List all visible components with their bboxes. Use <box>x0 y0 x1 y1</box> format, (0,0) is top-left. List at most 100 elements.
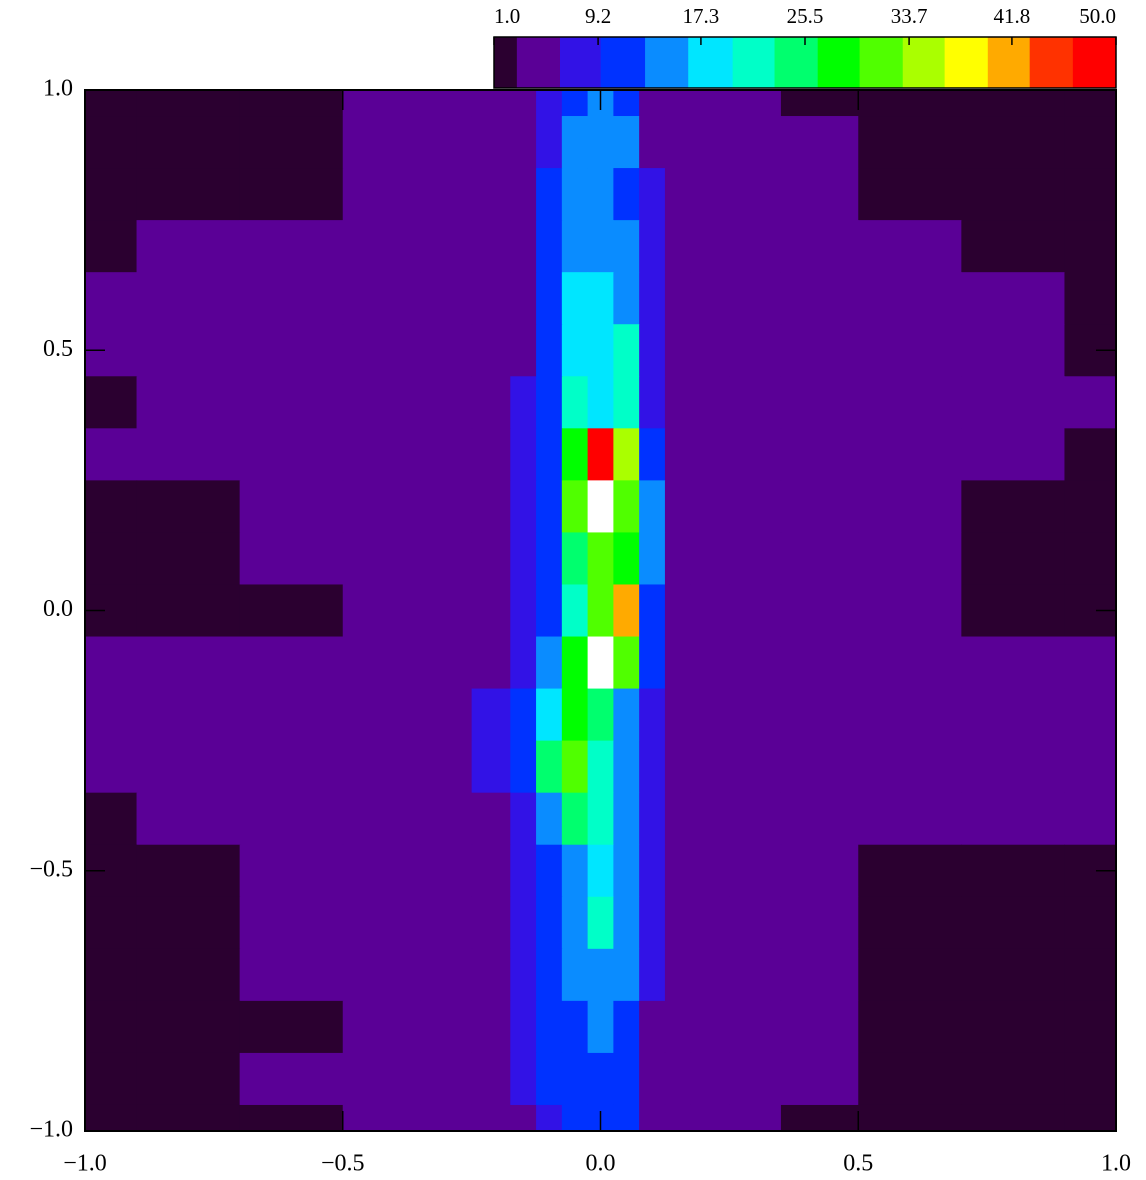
cell <box>858 532 962 586</box>
cell <box>239 1000 344 1054</box>
cell <box>510 688 537 742</box>
cell <box>587 116 614 169</box>
cell <box>664 324 692 377</box>
cell <box>342 116 421 169</box>
cell <box>136 220 241 273</box>
cell <box>961 896 1066 950</box>
cell <box>613 532 640 586</box>
cell <box>1064 896 1117 950</box>
cell <box>239 1104 344 1132</box>
cell <box>690 272 730 325</box>
cell <box>613 428 640 481</box>
cell <box>639 116 666 169</box>
cell <box>420 792 473 846</box>
cell <box>510 792 537 846</box>
cell <box>471 896 511 950</box>
cell <box>858 1104 962 1132</box>
cell <box>858 168 962 221</box>
cell <box>510 584 537 638</box>
cell <box>85 1000 138 1054</box>
cell <box>561 792 589 846</box>
cell <box>420 636 473 690</box>
cell <box>587 532 614 586</box>
cell <box>85 896 138 950</box>
cell <box>342 272 421 325</box>
cell <box>510 480 537 534</box>
cell <box>858 220 962 273</box>
colorbar-box <box>494 37 518 88</box>
cell <box>510 168 537 221</box>
cell <box>85 116 138 169</box>
cell <box>239 844 344 898</box>
cell <box>420 584 473 638</box>
cell <box>1064 116 1117 169</box>
x-tick-label: −1.0 <box>63 1151 107 1177</box>
cell <box>561 740 589 794</box>
cell <box>1064 1052 1117 1106</box>
cell <box>510 844 537 898</box>
cell <box>587 584 614 638</box>
cell <box>613 584 640 638</box>
cell <box>639 948 666 1002</box>
cell <box>239 948 344 1002</box>
cell <box>239 636 344 690</box>
cell <box>780 376 859 429</box>
cell <box>587 1052 614 1106</box>
cell <box>471 584 511 638</box>
cell <box>239 740 344 794</box>
cell <box>858 740 962 794</box>
cell <box>561 636 589 690</box>
cell <box>471 688 511 742</box>
cell <box>471 116 511 169</box>
cell <box>639 480 666 534</box>
cell <box>420 532 473 586</box>
cell <box>729 636 782 690</box>
cell <box>85 532 138 586</box>
cell <box>536 428 563 481</box>
cell <box>780 532 859 586</box>
cell <box>136 1104 241 1132</box>
cell <box>690 480 730 534</box>
cell <box>639 168 666 221</box>
cell <box>342 324 421 377</box>
cell <box>1064 376 1117 429</box>
cell <box>729 272 782 325</box>
cell <box>729 1104 782 1132</box>
cell <box>1064 272 1117 325</box>
cell <box>613 1000 640 1054</box>
cell <box>587 272 614 325</box>
cell <box>780 90 859 117</box>
cell <box>420 1000 473 1054</box>
cell <box>858 1052 962 1106</box>
cell <box>613 740 640 794</box>
x-tick-label: 0.0 <box>586 1151 616 1177</box>
cell <box>536 896 563 950</box>
cell <box>136 948 241 1002</box>
cell <box>780 324 859 377</box>
cell <box>471 740 511 794</box>
cell <box>471 220 511 273</box>
cell <box>536 792 563 846</box>
cell <box>961 168 1066 221</box>
cell <box>510 896 537 950</box>
cell <box>729 844 782 898</box>
cell <box>961 376 1066 429</box>
cell <box>780 272 859 325</box>
colorbar-box <box>817 37 861 88</box>
cell <box>780 116 859 169</box>
cell <box>342 90 421 117</box>
cell <box>858 480 962 534</box>
y-tick-label: 1.0 <box>43 76 73 102</box>
cell <box>639 220 666 273</box>
cell <box>961 636 1066 690</box>
cell <box>136 272 241 325</box>
colorbar-box <box>516 37 561 88</box>
cell <box>639 896 666 950</box>
colorbar-box <box>560 37 602 88</box>
x-tick-label: −0.5 <box>321 1151 365 1177</box>
cell <box>239 1052 344 1106</box>
cell <box>858 844 962 898</box>
cell <box>961 428 1066 481</box>
x-tick-label: 1.0 <box>1101 1151 1131 1177</box>
cell <box>536 480 563 534</box>
